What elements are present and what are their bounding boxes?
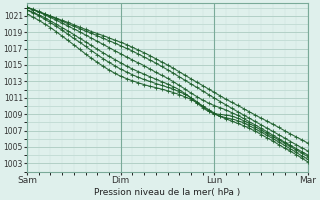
X-axis label: Pression niveau de la mer( hPa ): Pression niveau de la mer( hPa ) [94,188,241,197]
